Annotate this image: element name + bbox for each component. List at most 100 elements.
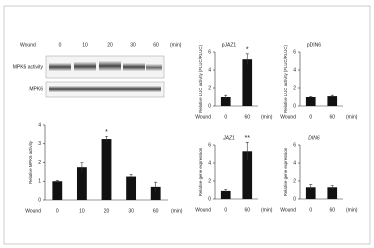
x-tick-label: 10	[79, 208, 85, 214]
y-tick-label: 6	[208, 142, 211, 148]
x-unit: (min)	[261, 207, 273, 213]
blot-row-label: MPK6	[29, 86, 43, 92]
x-tick-label: 0	[224, 207, 227, 213]
bar	[305, 97, 316, 106]
x-unit: (min)	[346, 114, 358, 120]
significance: *	[105, 129, 108, 136]
y-axis-label: Relative LUC activity (FLUC/RLUC)	[198, 45, 203, 113]
blot: Wound 0 10 20 30 60 (min) MPK6 activity …	[13, 42, 182, 98]
error-bar	[330, 185, 334, 190]
bar	[242, 59, 253, 106]
error-bar	[330, 94, 334, 97]
x-axis-label: Wound	[25, 208, 41, 214]
x-tick-label: 60	[329, 114, 335, 120]
blot-time: 10	[82, 42, 88, 48]
x-axis-label: Wound	[280, 207, 296, 213]
y-tick-label: 2	[293, 178, 296, 184]
error-bar	[309, 184, 313, 190]
error-bar	[154, 181, 158, 192]
y-tick-label: 4	[208, 67, 211, 73]
y-tick-label: 0	[293, 103, 296, 109]
error-bar	[309, 96, 313, 98]
y-axis-label: Relative gene expression	[283, 147, 288, 196]
y-tick-label: 0	[293, 196, 296, 202]
significance: **	[245, 135, 251, 142]
band	[123, 63, 145, 71]
y-tick-label: 4	[208, 160, 211, 166]
y-tick-label: 4	[38, 122, 41, 128]
blot-x-label: Wound	[20, 42, 36, 48]
significance: *	[246, 47, 249, 54]
chart-title: DIN6	[308, 135, 320, 141]
band	[99, 61, 121, 71]
y-tick-label: 2	[208, 178, 211, 184]
band	[49, 86, 161, 92]
error-bar	[224, 189, 228, 193]
x-axis-label: Wound	[195, 207, 211, 213]
error-bar	[55, 180, 59, 183]
bar	[242, 151, 253, 199]
y-tick-label: 4	[293, 67, 296, 73]
y-tick-label: 2	[208, 85, 211, 91]
x-tick-label: 0	[309, 114, 312, 120]
y-tick-label: 6	[293, 49, 296, 55]
bar	[220, 97, 231, 106]
blot-time: 0	[59, 42, 62, 48]
y-tick-label: 6	[293, 142, 296, 148]
x-axis-label: Wound	[195, 114, 211, 120]
chart-title: pDIN6	[307, 42, 321, 48]
blot-time: 60	[153, 42, 159, 48]
bar	[126, 176, 137, 200]
bar	[150, 186, 161, 200]
y-tick-label: 2	[293, 85, 296, 91]
x-tick-label: 20	[104, 208, 110, 214]
x-tick-label: 0	[56, 208, 59, 214]
chart-title: pJAZ1	[222, 42, 237, 48]
blot-unit: (min)	[170, 42, 182, 48]
bar	[305, 187, 316, 199]
x-tick-label: 60	[153, 208, 159, 214]
x-tick-label: 60	[244, 114, 250, 120]
y-tick-label: 0	[208, 103, 211, 109]
x-tick-label: 30	[128, 208, 134, 214]
y-tick-label: 0	[38, 197, 41, 203]
y-tick-label: 6	[208, 49, 211, 55]
band	[49, 63, 71, 71]
bar	[101, 139, 112, 200]
bar	[220, 190, 231, 199]
bar	[52, 181, 63, 200]
y-axis-label: Relative MPK6 activity	[28, 140, 33, 184]
blot-time: 30	[130, 42, 136, 48]
blot-row-label: MPK6 activity	[13, 64, 44, 70]
x-unit: (min)	[346, 207, 358, 213]
band	[74, 62, 96, 71]
error-bar	[245, 53, 249, 65]
y-axis-label: Relative gene expression	[198, 147, 203, 196]
y-tick-label: 4	[293, 160, 296, 166]
x-tick-label: 0	[224, 114, 227, 120]
error-bar	[105, 135, 108, 142]
frame	[3, 5, 371, 245]
x-unit: (min)	[171, 208, 183, 214]
y-axis-label: Relative LUC activity (FLUC/RLUC)	[283, 45, 288, 113]
chart-title: JAZ1	[222, 135, 235, 141]
y-tick-label: 2	[38, 160, 41, 166]
error-bar	[129, 174, 133, 179]
y-tick-label: 0	[208, 196, 211, 202]
x-axis-label: Wound	[280, 114, 296, 120]
bar	[327, 187, 338, 199]
y-tick-label: 1	[38, 179, 41, 185]
bar	[327, 96, 338, 106]
bar	[76, 167, 87, 200]
x-unit: (min)	[261, 114, 273, 120]
y-tick-label: 3	[38, 141, 41, 147]
x-tick-label: 60	[329, 207, 335, 213]
blot-time: 20	[107, 42, 113, 48]
x-tick-label: 60	[244, 207, 250, 213]
x-tick-label: 0	[309, 207, 312, 213]
band	[146, 64, 162, 71]
error-bar	[80, 162, 84, 172]
error-bar	[224, 94, 228, 99]
